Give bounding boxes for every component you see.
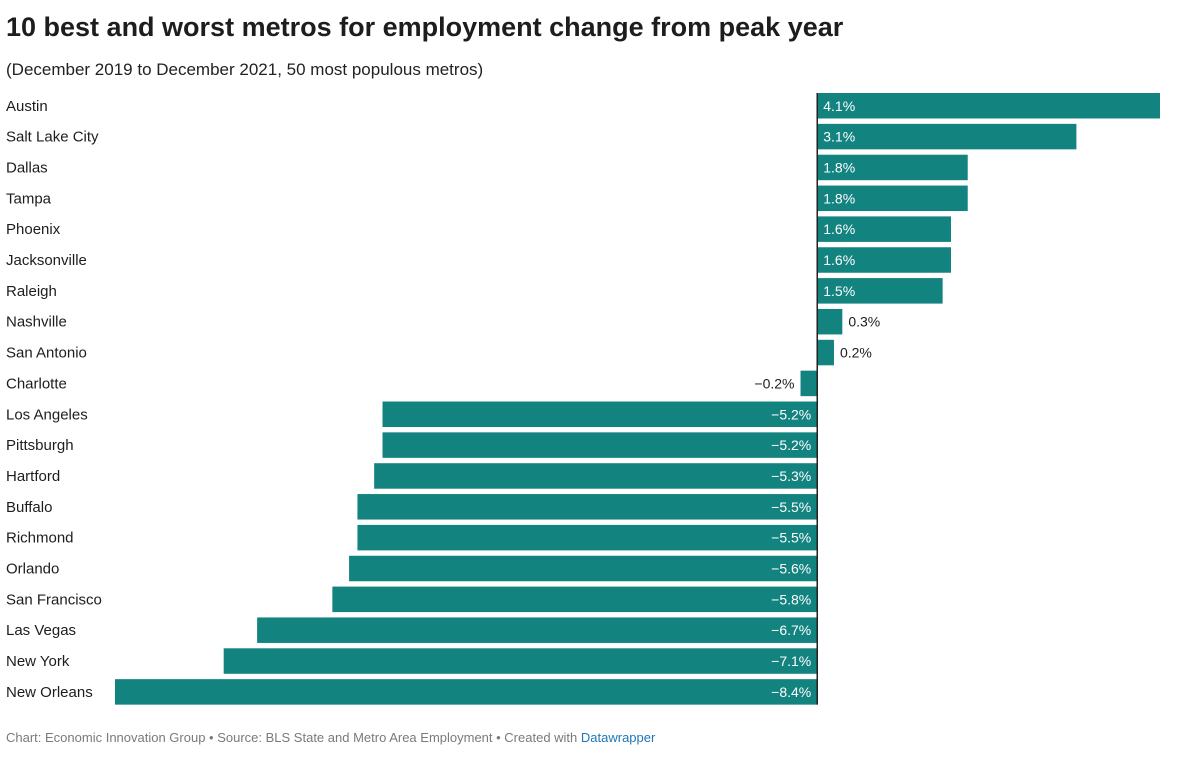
value-label-dallas: 1.8%: [823, 159, 855, 175]
category-label-orlando: Orlando: [6, 561, 59, 578]
datawrapper-link[interactable]: Datawrapper: [580, 730, 656, 745]
value-label-las-vegas: −6.7%: [771, 622, 811, 638]
bar-richmond: [357, 524, 818, 551]
chart-title: 10 best and worst metros for employment …: [6, 12, 844, 42]
category-label-los-angeles: Los Angeles: [6, 406, 88, 423]
bar-salt-lake-city: [817, 123, 1077, 150]
category-label-pittsburgh: Pittsburgh: [6, 437, 74, 454]
value-label-nashville: 0.3%: [848, 314, 880, 330]
value-label-san-francisco: −5.8%: [771, 591, 811, 607]
bar-new-orleans: [115, 679, 818, 705]
category-label-phoenix: Phoenix: [6, 221, 61, 238]
bar-new-york: [223, 648, 818, 674]
value-label-austin: 4.1%: [823, 98, 855, 114]
bar-charlotte: [800, 370, 818, 397]
value-label-hartford: −5.3%: [771, 468, 811, 484]
category-label-tampa: Tampa: [6, 190, 52, 207]
bar-dallas: [817, 154, 968, 181]
bar-las-vegas: [257, 617, 818, 643]
bar-buffalo: [357, 494, 818, 520]
bar-los-angeles: [382, 401, 818, 427]
bar-raleigh: [817, 278, 943, 304]
category-label-charlotte: Charlotte: [6, 375, 67, 392]
value-label-salt-lake-city: 3.1%: [823, 129, 855, 145]
category-label-new-york: New York: [6, 653, 70, 670]
value-label-raleigh: 1.5%: [823, 283, 855, 299]
value-label-pittsburgh: −5.2%: [771, 437, 811, 453]
category-label-raleigh: Raleigh: [6, 283, 57, 300]
value-label-buffalo: −5.5%: [771, 499, 811, 515]
category-label-san-antonio: San Antonio: [6, 345, 87, 362]
bar-nashville: [817, 308, 843, 335]
category-label-buffalo: Buffalo: [6, 499, 52, 516]
chart-subtitle: (December 2019 to December 2021, 50 most…: [6, 60, 484, 79]
bar-pittsburgh: [382, 432, 818, 458]
category-label-las-vegas: Las Vegas: [6, 622, 76, 639]
bar-san-francisco: [332, 586, 818, 613]
category-label-salt-lake-city: Salt Lake City: [6, 129, 99, 146]
bar-phoenix: [817, 216, 951, 242]
bar-tampa: [817, 185, 968, 212]
category-label-hartford: Hartford: [6, 468, 60, 485]
footer-credit: Chart: Economic Innovation Group • Sourc…: [6, 730, 581, 745]
value-label-orlando: −5.6%: [771, 561, 811, 577]
value-label-tampa: 1.8%: [823, 190, 855, 206]
value-label-san-antonio: 0.2%: [840, 345, 872, 361]
category-label-jacksonville: Jacksonville: [6, 252, 87, 269]
bar-orlando: [349, 555, 818, 582]
value-label-new-orleans: −8.4%: [771, 684, 811, 700]
bar-jacksonville: [817, 247, 951, 273]
bar-san-antonio: [817, 339, 834, 366]
value-label-richmond: −5.5%: [771, 530, 811, 546]
bar-austin: [817, 93, 1160, 119]
value-label-new-york: −7.1%: [771, 653, 811, 669]
category-label-austin: Austin: [6, 98, 48, 115]
value-label-jacksonville: 1.6%: [823, 252, 855, 268]
chart-footer: Chart: Economic Innovation Group • Sourc…: [6, 730, 655, 745]
value-label-los-angeles: −5.2%: [771, 406, 811, 422]
bar-hartford: [374, 463, 818, 489]
category-label-san-francisco: San Francisco: [6, 591, 102, 608]
category-label-richmond: Richmond: [6, 530, 74, 547]
value-label-charlotte: −0.2%: [754, 375, 794, 391]
category-label-dallas: Dallas: [6, 159, 48, 176]
category-label-nashville: Nashville: [6, 314, 67, 331]
bar-chart: Austin 4.1% Salt Lake City 3.1% Dallas 1.8% Ta…: [6, 93, 1160, 705]
category-label-new-orleans: New Orleans: [6, 684, 93, 701]
value-label-phoenix: 1.6%: [823, 221, 855, 237]
